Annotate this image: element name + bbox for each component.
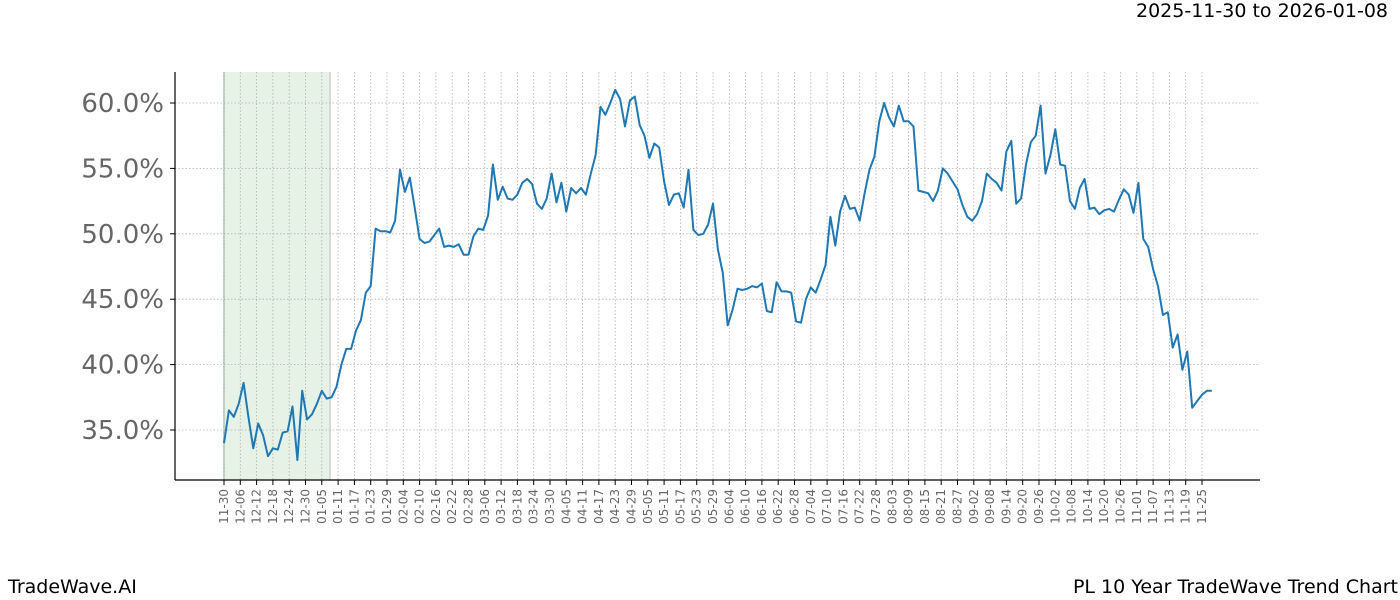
x-tick-label: 04-17 — [592, 489, 606, 524]
x-tick-label: 04-05 — [559, 489, 573, 524]
x-tick-label: 08-21 — [934, 489, 948, 524]
x-tick-label: 01-29 — [380, 489, 394, 524]
x-tick-label: 11-19 — [1179, 489, 1193, 524]
y-tick-label: 35.0% — [81, 416, 164, 446]
x-tick-label: 03-06 — [478, 489, 492, 524]
date-range-label: 2025-11-30 to 2026-01-08 — [1136, 0, 1388, 22]
x-tick-label: 09-20 — [1016, 489, 1030, 524]
x-tick-label: 06-22 — [771, 489, 785, 524]
x-tick-label: 12-30 — [299, 489, 313, 524]
x-tick-label: 08-03 — [885, 489, 899, 524]
x-tick-label: 05-29 — [706, 489, 720, 524]
x-tick-label: 10-14 — [1081, 489, 1095, 524]
x-tick-label: 04-23 — [608, 489, 622, 524]
x-tick-label: 02-22 — [445, 489, 459, 524]
x-tick-label: 11-01 — [1130, 489, 1144, 524]
x-tick-label: 12-06 — [233, 489, 247, 524]
x-tick-label: 01-11 — [331, 489, 345, 524]
x-tick-label: 12-24 — [282, 489, 296, 524]
x-tick-label: 06-16 — [755, 489, 769, 524]
x-tick-label: 03-24 — [527, 489, 541, 524]
x-axis-ticks: 11-30 12-06 12-12 12-18 12-24 12-30 01-05 01-11… — [217, 480, 1209, 524]
x-tick-label: 11-30 — [217, 489, 231, 524]
x-tick-label: 02-10 — [413, 489, 427, 524]
x-tick-label: 01-23 — [364, 489, 378, 524]
x-tick-label: 09-08 — [983, 489, 997, 524]
x-tick-label: 02-16 — [429, 489, 443, 524]
x-tick-label: 10-08 — [1065, 489, 1079, 524]
y-tick-label: 55.0% — [81, 154, 164, 184]
x-tick-label: 03-30 — [543, 489, 557, 524]
x-tick-label: 07-22 — [853, 489, 867, 524]
x-tick-label: 02-28 — [462, 489, 476, 524]
highlight-rect — [224, 72, 330, 480]
x-tick-label: 01-17 — [347, 489, 361, 524]
x-tick-label: 05-11 — [657, 489, 671, 524]
x-tick-label: 11-25 — [1195, 489, 1209, 524]
y-tick-label: 40.0% — [81, 351, 164, 381]
x-tick-label: 11-13 — [1162, 489, 1176, 524]
x-tick-label: 05-17 — [673, 489, 687, 524]
grid-lines — [175, 72, 1260, 480]
x-tick-label: 10-02 — [1048, 489, 1062, 524]
x-tick-label: 09-26 — [1032, 489, 1046, 524]
axes — [174, 72, 1260, 481]
x-tick-label: 04-29 — [625, 489, 639, 524]
x-tick-label: 04-11 — [576, 489, 590, 524]
x-tick-label: 05-05 — [641, 489, 655, 524]
trend-line — [223, 88, 1212, 462]
x-tick-label: 10-26 — [1114, 489, 1128, 524]
x-tick-label: 03-12 — [494, 489, 508, 524]
x-tick-label: 10-20 — [1097, 489, 1111, 524]
chart-title: PL 10 Year TradeWave Trend Chart — [1072, 576, 1398, 598]
x-tick-label: 07-28 — [869, 489, 883, 524]
x-tick-label: 12-12 — [250, 489, 264, 524]
x-tick-label: 09-02 — [967, 489, 981, 524]
x-tick-label: 07-10 — [820, 489, 834, 524]
series-line — [223, 88, 1212, 462]
highlight-region — [223, 72, 331, 480]
x-tick-label: 09-14 — [999, 489, 1013, 524]
y-tick-label: 45.0% — [81, 285, 164, 315]
x-tick-label: 08-27 — [951, 489, 965, 524]
x-tick-label: 06-28 — [788, 489, 802, 524]
x-tick-label: 05-23 — [690, 489, 704, 524]
x-tick-label: 12-18 — [266, 489, 280, 524]
x-tick-label: 08-15 — [918, 489, 932, 524]
y-tick-label: 60.0% — [81, 89, 164, 119]
x-tick-label: 02-04 — [396, 489, 410, 524]
x-tick-label: 06-10 — [739, 489, 753, 524]
x-tick-label: 07-16 — [836, 489, 850, 524]
x-tick-label: 11-07 — [1146, 489, 1160, 524]
x-tick-label: 08-09 — [902, 489, 916, 524]
y-axis-ticks: 35.0% 40.0% 45.0% 50.0% 55.0% 60.0% — [81, 89, 175, 446]
x-tick-label: 07-04 — [804, 489, 818, 524]
x-tick-label: 03-18 — [510, 489, 524, 524]
x-tick-label: 01-05 — [315, 489, 329, 524]
brand-label: TradeWave.AI — [8, 576, 137, 598]
x-tick-label: 06-04 — [722, 489, 736, 524]
y-tick-label: 50.0% — [81, 220, 164, 250]
